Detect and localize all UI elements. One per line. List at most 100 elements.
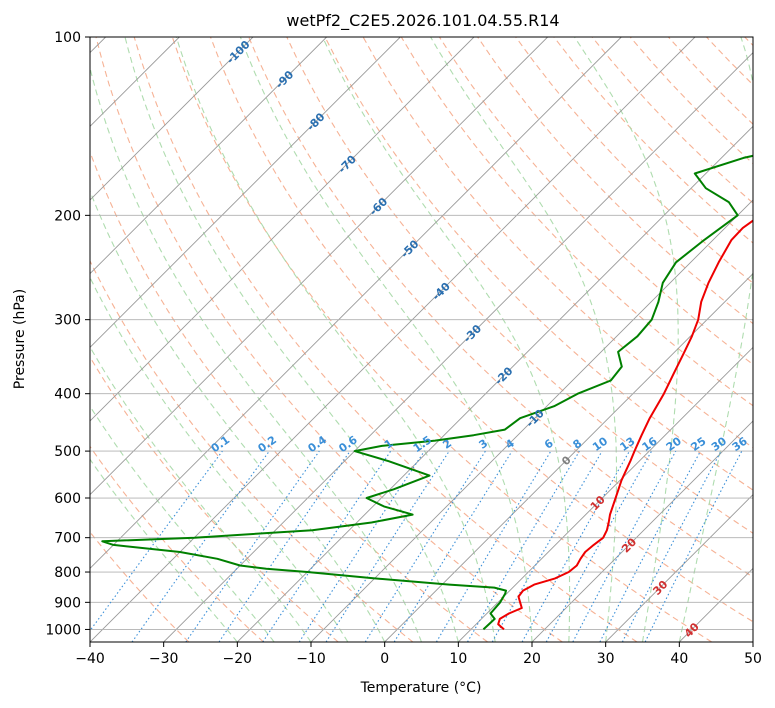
isotherm-line — [458, 346, 753, 642]
moist-adiabat-line — [90, 189, 386, 642]
x-tick-label: 50 — [744, 651, 762, 667]
isotherm-label: 40 — [682, 620, 702, 640]
x-tick-label: 0 — [380, 651, 389, 667]
mixing-ratio-line — [435, 450, 552, 642]
y-tick-label: 200 — [54, 208, 81, 224]
dry-adiabat-line — [90, 259, 414, 642]
background-lines — [90, 37, 753, 642]
line-labels: 0.1 0.2 0.4 0.6 1 1.5 2 3 4 6 8 10 13 16 20 25 30 36-100-… — [209, 38, 750, 640]
moist-adiabat-line — [239, 37, 533, 642]
isotherm-label: -90 — [273, 68, 296, 91]
dry-adiabat-line — [171, 37, 712, 642]
x-tick-label: −10 — [296, 651, 326, 667]
isotherm-label: 10 — [588, 493, 608, 513]
dry-adiabat-line — [324, 37, 753, 491]
isotherm-label: -40 — [430, 280, 453, 303]
isotherm-line — [90, 37, 401, 348]
mixing-ratio-line — [644, 450, 743, 642]
mixing-ratio-line — [364, 450, 486, 642]
mixing-ratio-line — [545, 450, 653, 642]
isotherm-line — [531, 420, 753, 642]
isotherm-label: -30 — [461, 322, 484, 345]
moist-adiabat-line — [90, 65, 423, 642]
mixing-ratio-line — [90, 450, 223, 632]
isotherm-label: -100 — [224, 38, 253, 67]
sounding-profiles — [101, 154, 753, 631]
x-tick-label: 40 — [670, 651, 688, 667]
dry-adiabat-line — [744, 37, 753, 47]
mixing-ratio-line — [131, 450, 270, 642]
moist-adiabat-line — [322, 37, 571, 642]
isotherm-line — [384, 273, 753, 642]
mixing-ratio-line — [218, 450, 351, 642]
dry-adiabat-line — [90, 445, 264, 642]
x-axis-ticks: −40 −30 −20 −10 0 10 20 30 40 50 — [75, 642, 762, 667]
y-tick-label: 100 — [54, 30, 81, 46]
chart-title: wetPf2_C2E5.2026.101.04.55.R14 — [286, 11, 559, 31]
mixing-ratio-line — [325, 450, 450, 642]
moist-adiabat-line — [678, 37, 753, 642]
dry-adiabat-line — [286, 37, 753, 534]
moist-adiabat-line — [175, 37, 496, 642]
isotherm-line — [163, 52, 753, 642]
mixing-ratio-label: 0.4 — [306, 433, 330, 455]
x-axis-label: Temperature (°C) — [360, 680, 482, 696]
mixing-ratio-line — [521, 450, 630, 642]
y-tick-label: 300 — [54, 313, 81, 329]
y-axis-label: Pressure (hPa) — [12, 289, 28, 389]
y-tick-label: 500 — [54, 444, 81, 460]
dry-adiabat-line — [667, 37, 753, 125]
isotherm-line — [237, 125, 753, 642]
isotherm-line — [752, 641, 753, 642]
dry-adiabat-line — [90, 150, 488, 642]
isotherm-line — [310, 199, 753, 642]
x-tick-label: −30 — [149, 651, 179, 667]
x-tick-label: −40 — [75, 651, 105, 667]
isotherm-label: 0 — [559, 453, 574, 468]
moist-adiabat-line — [90, 458, 238, 642]
plot-frame — [89, 36, 754, 643]
mixing-ratio-line — [572, 450, 677, 642]
isotherm-label: -80 — [304, 110, 327, 133]
isotherm-label: -50 — [398, 237, 421, 260]
isotherm-line — [90, 37, 548, 496]
temperature-profile-line — [497, 219, 753, 631]
isotherm-line — [90, 37, 254, 201]
y-tick-label: 600 — [54, 491, 81, 507]
mixing-ratio-line — [393, 450, 513, 642]
mixing-ratio-label: 1.5 — [411, 433, 434, 455]
y-tick-label: 800 — [54, 565, 81, 581]
moist-adiabat-line — [124, 37, 459, 642]
isotherm-line — [679, 567, 753, 642]
y-tick-label: 700 — [54, 531, 81, 547]
dry-adiabat-line — [515, 37, 753, 284]
moist-adiabat-line — [90, 345, 312, 642]
moist-adiabat-line — [90, 405, 275, 642]
isotherm-line — [90, 37, 327, 275]
dry-adiabat-line — [90, 356, 339, 642]
moist-adiabat-line — [90, 276, 349, 642]
dry-adiabat-line — [248, 37, 753, 578]
isotherm-label: -70 — [336, 153, 359, 176]
mixing-ratio-line — [262, 450, 392, 642]
moist-adiabat-line — [574, 37, 679, 642]
isotherm-label: -20 — [492, 364, 515, 387]
mixing-ratio-line — [467, 450, 580, 642]
y-tick-label: 900 — [54, 595, 81, 611]
y-tick-label: 1000 — [45, 622, 81, 638]
dry-adiabat-line — [133, 37, 638, 642]
mixing-ratio-line — [185, 450, 320, 642]
y-tick-label: 400 — [54, 387, 81, 403]
y-axis-ticks: 100 200 300 400 500 600 700 800 900 1000 — [45, 30, 90, 638]
x-tick-label: 30 — [597, 651, 615, 667]
isotherm-line — [605, 494, 753, 642]
x-tick-label: −20 — [223, 651, 253, 667]
isotherm-label: 20 — [619, 535, 639, 555]
x-tick-label: 20 — [523, 651, 541, 667]
dry-adiabat-line — [95, 37, 563, 642]
mixing-ratio-line — [599, 450, 701, 642]
dewpoint-profile-line — [101, 154, 753, 631]
mixing-ratio-line — [298, 450, 425, 642]
isotherm-label: -60 — [367, 195, 390, 218]
